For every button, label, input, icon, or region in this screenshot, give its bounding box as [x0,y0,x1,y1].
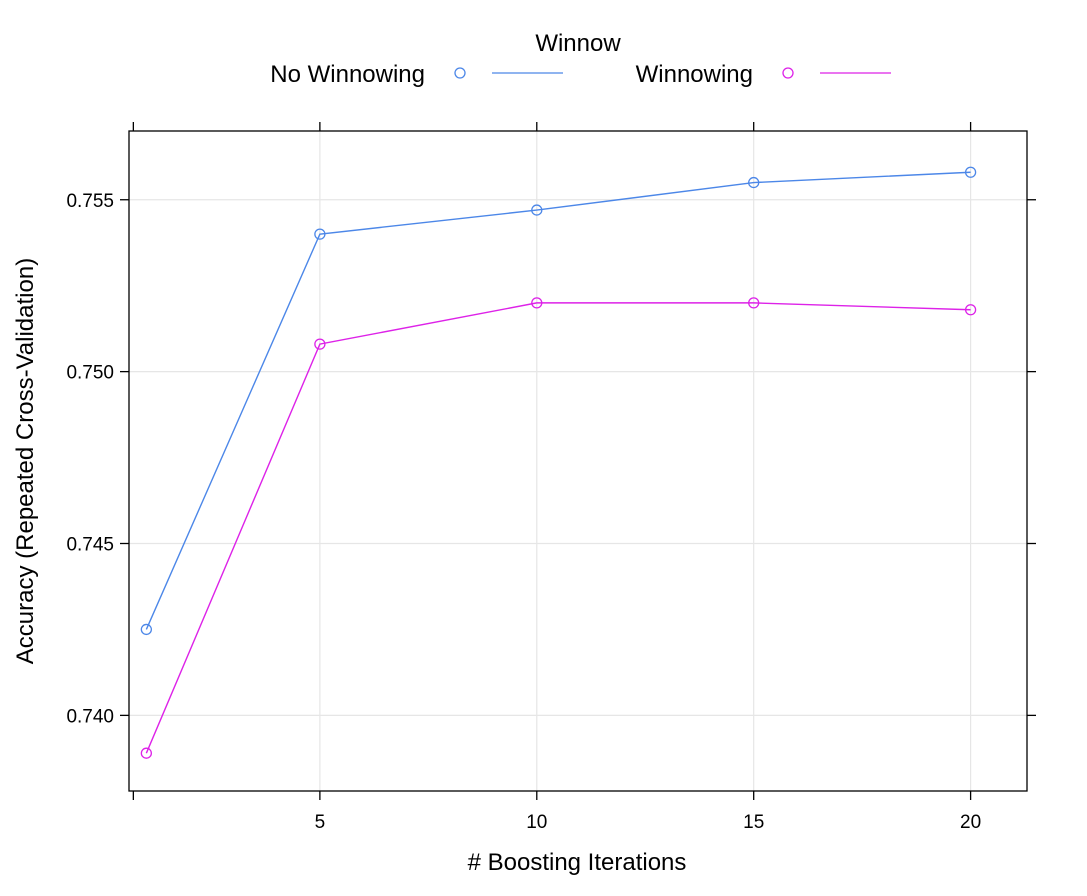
legend-title: Winnow [535,30,621,57]
legend-label-no-winnowing: No Winnowing [270,61,425,88]
y-tick-label: 0.750 [66,363,114,384]
x-tick-label: 20 [960,812,981,833]
data-series [140,166,977,759]
data-point-0 [140,623,153,636]
y-tick-label: 0.755 [66,191,114,212]
data-point-0 [531,204,543,216]
data-point-0 [314,228,326,240]
axis-ticks: 5 10 15 20 0.740 0.745 0.750 0.755 [66,122,1036,833]
x-tick-label: 5 [315,812,326,833]
y-axis-title: Accuracy (Repeated Cross-Validation) [12,258,39,664]
legend-marker-no-winnowing [454,67,466,79]
x-tick-label: 10 [526,812,547,833]
legend-marker-winnowing [782,67,794,79]
series-line-0 [145,171,971,630]
series-line-1 [145,302,971,754]
data-point-0 [748,176,760,189]
x-axis-title: # Boosting Iterations [468,849,687,876]
legend: Winnow No Winnowing Winnowing [270,30,891,88]
data-point-1 [964,304,977,316]
data-point-1 [140,747,153,759]
data-point-1 [531,297,543,309]
x-tick-label: 15 [743,812,764,833]
y-tick-label: 0.740 [66,706,114,727]
legend-label-winnowing: Winnowing [636,61,753,88]
y-tick-label: 0.745 [66,535,114,556]
plot-frame [128,130,1028,792]
data-point-0 [964,166,977,178]
data-point-1 [748,297,760,309]
data-point-1 [314,338,326,350]
grid [129,131,1027,791]
